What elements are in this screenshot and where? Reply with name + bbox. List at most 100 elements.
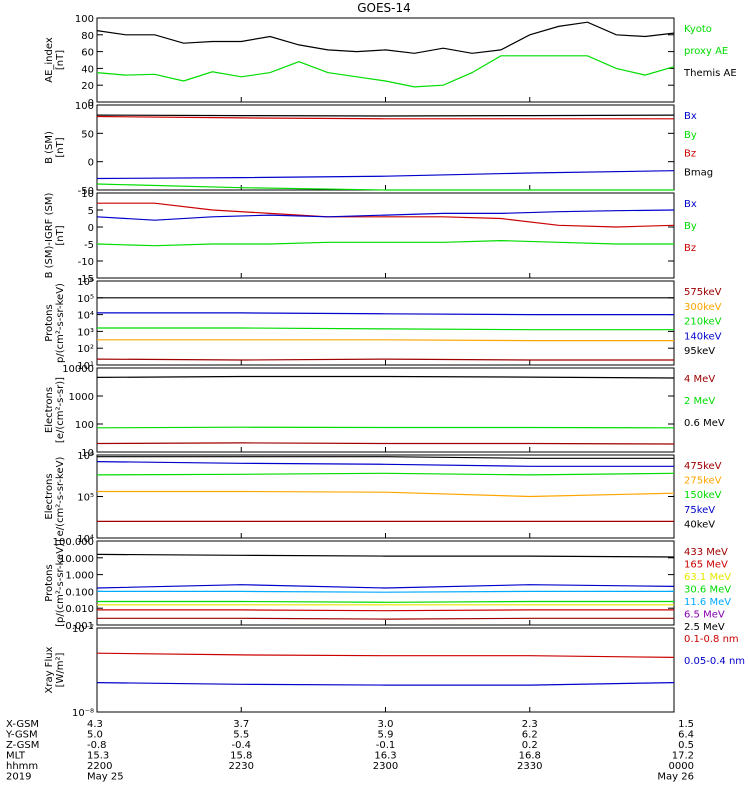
legend-entry: Bz bbox=[684, 149, 696, 160]
series-line-red bbox=[97, 609, 674, 612]
series-line-blue bbox=[96, 584, 675, 589]
y-axis-label: [nT] bbox=[55, 225, 66, 245]
y-tick-label: 10⁴ bbox=[77, 534, 94, 545]
x-axis-value: 3.0 bbox=[378, 719, 394, 730]
panel-electrons-kev: 10⁶ 10⁵ 10⁴ Electrons e/(cm²-s-sr-keV) 475keV… bbox=[44, 451, 722, 545]
legend-entry: 6.5 MeV bbox=[684, 610, 725, 621]
panel-frame bbox=[96, 280, 675, 366]
y-tick-label: 100.000 bbox=[53, 537, 94, 548]
y-tick-label: 10⁴ bbox=[77, 311, 94, 322]
legend-entry: 140keV bbox=[684, 331, 722, 342]
series-line-blue bbox=[97, 312, 674, 316]
legend-entry: 165 MeV bbox=[684, 560, 728, 571]
legend-entry: By bbox=[684, 130, 697, 141]
legend-entry: Bz bbox=[684, 243, 696, 254]
series-line-red bbox=[97, 202, 675, 228]
legend-entry: 575keV bbox=[684, 287, 722, 298]
x-axis-row-label: Z-GSM bbox=[6, 740, 39, 751]
legend-entry: 475keV bbox=[684, 461, 722, 472]
series-line-green bbox=[97, 600, 674, 603]
series-line-green bbox=[96, 183, 674, 191]
x-axis-value: 1.5 bbox=[678, 719, 694, 730]
legend-entry: Bmag bbox=[684, 167, 713, 178]
x-axis-row-label: MLT bbox=[6, 751, 26, 762]
panel-electrons-mev: 10000 1000 100 10 Electrons [e/(cm²-s-sr)] 4 M… bbox=[44, 364, 725, 459]
series-line-orange bbox=[97, 339, 674, 342]
y-tick-label: -10 bbox=[78, 257, 94, 268]
legend-entry: 11.6 MeV bbox=[684, 597, 731, 608]
x-axis-value: 16.8 bbox=[519, 751, 541, 762]
y-tick-label: 40 bbox=[81, 64, 94, 75]
y-tick-label: 10⁻⁸ bbox=[72, 708, 94, 719]
legend-entry: 433 MeV bbox=[684, 547, 728, 558]
panel-frame bbox=[96, 367, 675, 453]
x-axis-value: 17.2 bbox=[672, 751, 694, 762]
series-line-cyan bbox=[97, 590, 674, 593]
y-axis-label: e/(cm²-s-sr-keV) bbox=[55, 457, 66, 537]
series-line-black bbox=[96, 114, 675, 117]
legend-entry: Themis AE bbox=[683, 68, 737, 79]
y-axis-label: Protons bbox=[44, 564, 55, 601]
series-line-black bbox=[96, 21, 675, 54]
y-tick-label: 10⁵ bbox=[77, 294, 94, 305]
y-tick-label: 10 bbox=[81, 448, 94, 459]
x-axis-value: May 25 bbox=[87, 772, 124, 783]
y-tick-label: 100 bbox=[75, 14, 94, 25]
y-axis-label: AE_index bbox=[44, 37, 55, 83]
y-axis-label: B (SM) bbox=[44, 131, 55, 164]
x-axis-value: 3.7 bbox=[233, 719, 249, 730]
x-axis-value: -0.8 bbox=[87, 740, 107, 751]
y-axis-label: [nT] bbox=[55, 50, 66, 70]
legend-entry: 30.6 MeV bbox=[684, 585, 731, 596]
y-tick-label: 0 bbox=[88, 158, 94, 169]
y-tick-label: 0.100 bbox=[65, 587, 94, 598]
legend-entry: 150keV bbox=[684, 490, 722, 501]
x-axis-value: 2330 bbox=[517, 761, 542, 772]
y-tick-label: 0 bbox=[88, 98, 94, 109]
x-axis-value: 6.2 bbox=[522, 730, 538, 741]
x-axis-value: 15.8 bbox=[230, 751, 252, 762]
y-tick-label: 10⁶ bbox=[77, 451, 94, 462]
legend-entry: 2.5 MeV bbox=[684, 622, 725, 633]
y-tick-label: 1.000 bbox=[65, 571, 94, 582]
y-tick-label: 0.001 bbox=[65, 621, 94, 632]
legend-entry: 4 MeV bbox=[684, 374, 715, 385]
y-tick-label: 10.000 bbox=[59, 554, 94, 565]
y-tick-label: 60 bbox=[81, 48, 94, 59]
y-tick-label: 10⁵ bbox=[77, 493, 94, 504]
y-axis-label: p/(cm²-s-sr-keV) bbox=[55, 283, 66, 363]
legend-entry: proxy AE bbox=[684, 46, 728, 57]
y-tick-label: 10000 bbox=[62, 364, 94, 375]
x-axis-value: 2230 bbox=[229, 761, 254, 772]
y-axis-label: [p/(cm²-s-sr-keV)] bbox=[55, 539, 66, 627]
panel-frame bbox=[96, 540, 675, 626]
y-tick-label: 5 bbox=[88, 206, 94, 217]
y-axis-label: [e/(cm²-s-sr)] bbox=[55, 377, 66, 443]
x-axis-value: 2200 bbox=[87, 761, 112, 772]
legend-entry: 0.6 MeV bbox=[684, 418, 725, 429]
y-tick-label: 10⁶ bbox=[77, 277, 94, 288]
x-axis-value: 4.3 bbox=[87, 719, 103, 730]
legend-entry: 210keV bbox=[684, 317, 722, 328]
y-axis-label: Protons bbox=[44, 304, 55, 341]
series-line-black bbox=[96, 553, 675, 558]
x-axis-value: 5.9 bbox=[378, 730, 394, 741]
series-line-red bbox=[96, 652, 675, 658]
series-line-blue bbox=[96, 209, 675, 221]
x-axis-value: 5.5 bbox=[233, 730, 249, 741]
legend-entry: 0.05-0.4 nm bbox=[684, 656, 745, 667]
series-line-green bbox=[97, 327, 674, 331]
series-line-darkred bbox=[96, 358, 674, 361]
panel-frame bbox=[96, 192, 675, 279]
x-axis-value: 6.4 bbox=[678, 730, 694, 741]
y-tick-label: 50 bbox=[81, 129, 94, 140]
panel-ae: 100 80 60 40 20 0 AE_index [nT] Kyoto proxy AE The… bbox=[44, 14, 737, 109]
x-axis-row-label: hhmm bbox=[6, 761, 38, 772]
y-tick-label: 10¹ bbox=[77, 361, 94, 372]
series-line-blue bbox=[96, 170, 675, 180]
y-axis-label: [W/m²] bbox=[55, 652, 66, 687]
legend-entry: 2 MeV bbox=[684, 396, 715, 407]
series-line-darkred bbox=[96, 442, 675, 445]
